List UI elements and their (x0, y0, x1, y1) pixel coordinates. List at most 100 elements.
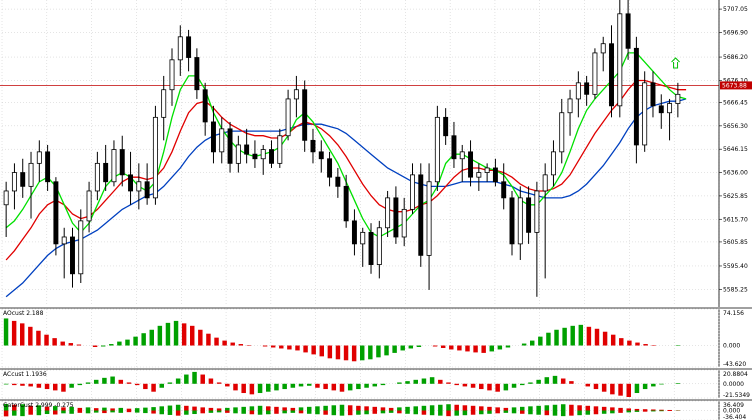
candle-body (20, 172, 26, 187)
candle-body (210, 121, 216, 153)
candle-body (385, 197, 391, 229)
candle-body (617, 13, 623, 107)
pane-tick-label: 0.000 (723, 343, 740, 350)
candle-body (592, 52, 598, 95)
candle (609, 25, 614, 118)
candle (302, 80, 308, 152)
candle-body (310, 139, 316, 153)
candle-body (94, 162, 100, 192)
candle-body (169, 59, 175, 91)
candle (476, 163, 482, 191)
candle (260, 144, 266, 175)
main-tick-label: 5636.00 (723, 170, 748, 177)
candles (3, 0, 681, 297)
candle (45, 144, 51, 191)
main-tick-label: 5676.10 (723, 77, 748, 84)
candle (509, 190, 515, 256)
indicator-label: AOcust 2.188 (3, 310, 44, 317)
candle-body (177, 36, 183, 61)
candle-body (501, 181, 507, 199)
candle-body (567, 98, 573, 114)
candle-body (426, 181, 432, 256)
candle (161, 75, 167, 141)
candle (327, 151, 333, 187)
candle (169, 48, 175, 106)
candle-body (252, 153, 258, 160)
candle (335, 167, 341, 198)
pane-tick-label: 0.000 (723, 408, 740, 415)
candle (20, 158, 26, 198)
candle (534, 181, 540, 297)
candle (559, 98, 565, 164)
candle (418, 163, 424, 267)
buy-signal-arrow-icon (671, 57, 680, 69)
candle-body (136, 181, 142, 192)
candle (410, 163, 415, 214)
candle-body (269, 149, 274, 164)
candle-body (559, 112, 565, 153)
candle-body (542, 174, 548, 192)
candle (194, 48, 200, 99)
candle (617, 0, 623, 118)
candle-body (360, 231, 366, 245)
candle (70, 227, 75, 288)
candle (94, 151, 100, 201)
candle (376, 220, 382, 279)
candle (667, 98, 673, 141)
candle (3, 181, 9, 237)
candle (542, 163, 548, 279)
candle-body (484, 167, 490, 173)
candle (484, 163, 490, 182)
main-grid (1, 0, 720, 306)
candle (177, 25, 183, 76)
indicator-pane: 20.8804 0.0000 -21.5349 ACcust 1.1936 (0, 368, 752, 399)
current-price-tag (720, 81, 752, 90)
candle (285, 89, 291, 141)
candle-body (293, 89, 299, 100)
candle-body (418, 174, 424, 256)
candle-body (526, 197, 532, 233)
candle-body (53, 181, 59, 245)
candle (401, 197, 407, 247)
pane-tick-label: 74.156 (723, 310, 744, 317)
candle (550, 140, 556, 187)
candle-body (219, 128, 225, 153)
candle (492, 158, 498, 187)
candle-body (302, 89, 308, 141)
candle (103, 144, 109, 191)
indicator-label: GatorCust 2.999 -0.275 (3, 402, 74, 409)
candle (227, 121, 233, 173)
candle (252, 140, 258, 168)
candle (111, 140, 117, 187)
candle-body (194, 57, 200, 91)
candle-body (351, 220, 357, 245)
candle (584, 75, 590, 106)
main-tick-label: 5666.45 (723, 99, 748, 106)
candle (61, 227, 67, 279)
candle-body (550, 151, 556, 176)
candle-body (78, 220, 84, 275)
candle-body (517, 197, 523, 245)
candle-body (144, 181, 150, 199)
main-tick-label: 5595.40 (723, 263, 748, 270)
candle (293, 75, 299, 118)
candle-body (658, 105, 664, 114)
candle-body (459, 151, 465, 160)
candle (144, 163, 150, 205)
candle-body (128, 174, 134, 192)
candle-body (675, 93, 681, 104)
main-tick-label: 5585.25 (723, 286, 748, 293)
main-tick-label: 5656.30 (723, 123, 748, 130)
candle-body (650, 82, 656, 107)
candle-body (186, 36, 192, 58)
candle-body (45, 151, 51, 183)
candle (459, 144, 465, 182)
pane-tick-label: -36.404 (723, 414, 746, 420)
candle (368, 223, 374, 274)
candle (393, 186, 399, 244)
candle-body (393, 197, 399, 238)
candle-body (633, 47, 639, 146)
